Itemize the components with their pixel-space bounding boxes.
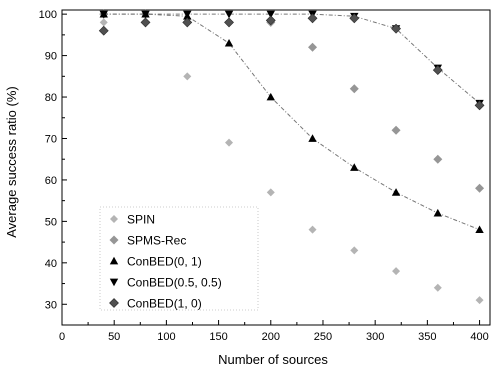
series [99,9,484,234]
data-point [141,10,150,19]
legend-label: ConBED(0.5, 0.5) [127,276,222,290]
data-point [183,72,192,81]
series-line [103,13,480,231]
data-point [433,154,443,164]
y-tick-label: 70 [45,133,57,145]
legend-label: SPIN [127,213,155,227]
data-point [475,225,484,234]
y-tick-label: 60 [45,175,57,187]
x-tick-label: 400 [470,331,488,343]
data-point [391,23,401,34]
data-point [349,84,359,94]
series [99,9,485,193]
data-point [475,296,484,305]
legend-marker [110,215,118,223]
data-point [266,10,275,19]
axes: 0 50 100 150 200 250 300 350 400 30 40 50 60 70 80 90 10… [39,9,491,343]
series [99,18,484,305]
y-tick-label: 80 [45,92,57,104]
data-point [224,17,234,28]
data-point [349,13,360,24]
data-point [391,125,401,135]
series [98,13,485,111]
data-point [307,13,318,24]
plot-frame [61,9,491,326]
x-tick-label: 150 [209,331,227,343]
data-point [224,10,234,19]
data-point [391,188,401,196]
y-tick-label: 50 [45,216,57,228]
legend-box [99,206,259,311]
legend-marker [109,256,119,265]
data-point [265,15,276,26]
x-tick-label: 50 [108,331,120,343]
data-point [99,18,108,27]
data-point [433,208,443,217]
x-tick-label: 100 [157,331,175,343]
data-point [183,10,192,19]
data-point [99,10,108,19]
data-point [98,25,109,36]
y-tick-label: 40 [45,258,57,270]
legend-marker [109,298,119,308]
legend-label: ConBED(1, 0) [127,297,202,311]
series [99,10,484,108]
data-point [182,17,193,28]
y-tick-label: 100 [39,9,57,21]
data-point [225,138,234,147]
data-point [432,65,443,76]
data-point [392,267,401,276]
x-tick-label: 200 [262,331,280,343]
plot-data [98,9,485,305]
data-point [433,283,442,292]
x-tick-label: 350 [418,331,436,343]
series-line [103,13,480,104]
data-point [140,17,151,28]
y-tick-label: 90 [45,51,57,63]
x-tick-label: 300 [366,331,384,343]
data-point [474,100,485,111]
y-axis-label: Average success ratio (%) [4,86,19,238]
data-point [308,42,318,52]
data-point [224,38,234,47]
y-tick-label: 30 [45,299,57,311]
x-axis-label: Number of sources [218,352,328,367]
legend-marker [109,235,119,245]
legend-label: ConBED(0, 1) [127,255,202,269]
legend: SPIN SPMS-Rec ConBED(0, 1) ConBED(0.5, 0.5)… [99,206,259,311]
data-point [350,246,359,255]
legend-marker [109,278,119,287]
data-point [475,183,485,193]
legend-label: SPMS-Rec [127,234,186,248]
data-point [308,225,317,234]
x-tick-label: 250 [314,331,332,343]
data-point [266,188,275,197]
data-point [350,163,359,171]
data-point [308,134,317,142]
data-point [266,92,275,101]
x-tick-label: 0 [59,331,65,343]
